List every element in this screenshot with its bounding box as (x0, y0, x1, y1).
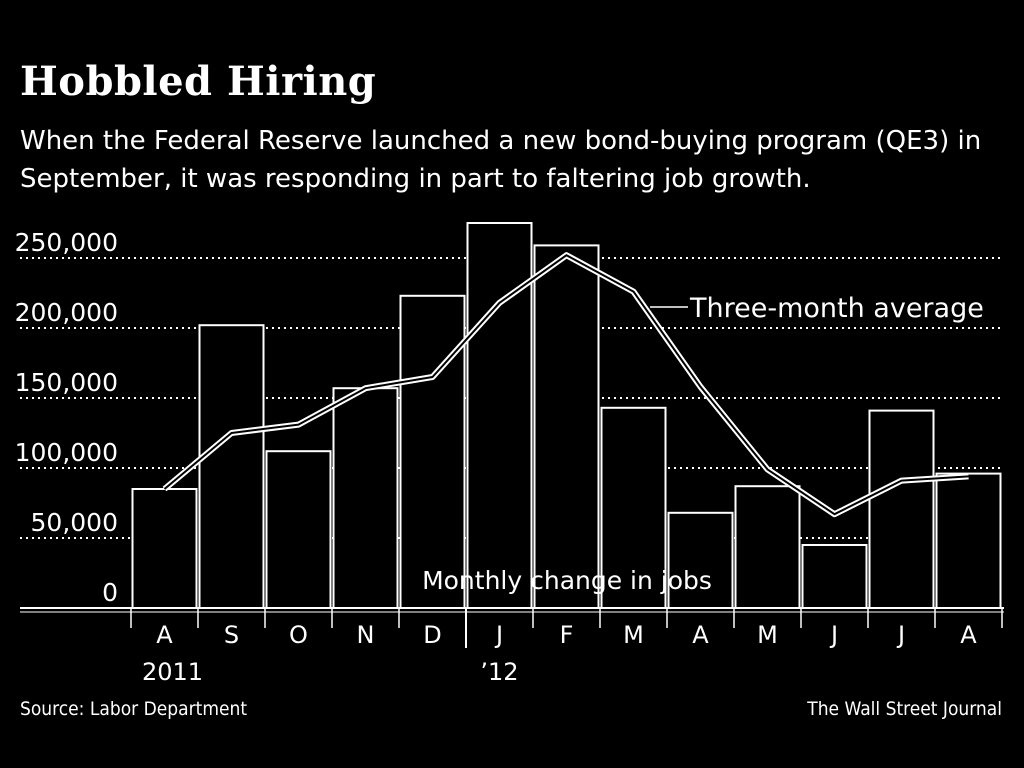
x-tick-label: F (560, 621, 574, 649)
y-tick-label: 100,000 (15, 438, 118, 467)
x-tick-label: A (692, 621, 709, 649)
bar-series-label: Monthly change in jobs (422, 566, 712, 595)
average-line (163, 254, 969, 516)
x-tick-label: O (289, 621, 308, 649)
y-tick-label: 50,000 (31, 508, 118, 537)
bar (801, 544, 868, 609)
x-tick-label: N (357, 621, 375, 649)
average-line-label: Three-month average (689, 293, 984, 324)
x-tick-label: M (757, 621, 778, 649)
y-tick-label: 150,000 (15, 368, 118, 397)
bar (399, 294, 466, 609)
bar (600, 406, 667, 609)
x-tick-label: J (829, 621, 838, 649)
bar (265, 450, 332, 610)
x-tick-label: J (494, 621, 503, 649)
x-tick-label: A (960, 621, 977, 649)
x-tick-label: M (623, 621, 644, 649)
x-tick-label: D (423, 621, 441, 649)
chart-subtitle: When the Federal Reserve launched a new … (20, 126, 982, 194)
bar (533, 244, 600, 609)
x-tick-label: J (896, 621, 905, 649)
bar (667, 511, 734, 609)
x-tick-label: S (224, 621, 239, 649)
bar (935, 472, 1002, 609)
year-label: ’12 (480, 658, 518, 686)
bar (868, 409, 935, 609)
bar (332, 387, 399, 610)
source-note: Source: Labor Department (20, 698, 248, 720)
x-tick-label: A (156, 621, 173, 649)
y-tick-label: 250,000 (15, 228, 118, 257)
bar (198, 324, 265, 609)
bar (734, 485, 801, 610)
bar (466, 222, 533, 609)
y-tick-label: 0 (102, 578, 118, 607)
y-tick-label: 200,000 (15, 298, 118, 327)
publisher-credit: The Wall Street Journal (807, 698, 1002, 720)
chart-title: Hobbled Hiring (20, 58, 377, 105)
bar (131, 488, 198, 609)
year-label: 2011 (142, 658, 203, 686)
